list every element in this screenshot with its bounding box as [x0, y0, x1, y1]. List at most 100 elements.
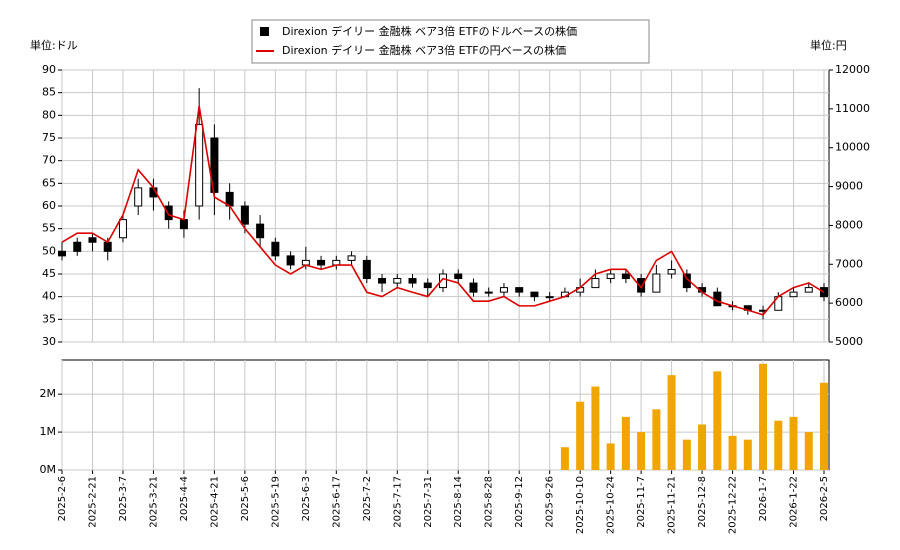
- legend-swatch-candle: [260, 27, 269, 36]
- y-tick-label: 1M: [40, 425, 57, 438]
- y-tick-label: 55: [42, 222, 56, 235]
- candle-body: [118, 219, 127, 239]
- candle-body: [484, 291, 493, 294]
- volume-bar: [804, 432, 813, 470]
- x-tick-label: 2025-3-21: [148, 476, 159, 528]
- volume-bar: [591, 386, 600, 470]
- legend-entry: Direxion デイリー 金融株 ベア3倍 ETFの円ベースの株価: [282, 43, 566, 57]
- candle-body: [271, 241, 280, 257]
- candle-body: [515, 287, 524, 293]
- y-tick-label: 80: [42, 108, 56, 121]
- candle-body: [362, 259, 371, 280]
- candle-body: [408, 278, 417, 284]
- x-tick-label: 2025-7-2: [362, 476, 373, 521]
- x-tick-label: 2025-4-4: [179, 476, 190, 521]
- y2-tick-label: 11000: [835, 102, 870, 115]
- y2-tick-label: 7000: [835, 257, 863, 270]
- y-tick-label: 30: [42, 335, 56, 348]
- y-tick-label: 90: [42, 63, 56, 76]
- x-tick-label: 2025-9-26: [545, 476, 556, 528]
- x-tick-label: 2026-1-7: [758, 476, 769, 521]
- candle-body: [621, 273, 630, 280]
- candle-body: [134, 187, 143, 207]
- candle-body: [240, 205, 249, 225]
- candle-body: [317, 259, 326, 266]
- x-tick-label: 2025-6-17: [331, 476, 342, 528]
- candle-body: [179, 219, 188, 230]
- x-tick-label: 2025-7-17: [392, 476, 403, 528]
- candle-body: [332, 259, 341, 266]
- candle-body: [439, 273, 447, 289]
- candle-body: [652, 273, 661, 293]
- candle-body: [423, 282, 432, 289]
- y-tick-label: 35: [42, 312, 56, 325]
- candle-body: [195, 123, 204, 207]
- x-tick-label: 2025-10-10: [575, 476, 586, 534]
- candle-body: [393, 278, 402, 284]
- candle-body: [606, 273, 615, 280]
- x-tick-label: 2025-5-19: [270, 476, 281, 528]
- x-tick-label: 2025-2-6: [57, 476, 68, 521]
- volume-bar: [728, 435, 737, 470]
- candle-body: [530, 291, 539, 298]
- y-tick-label: 0M: [40, 463, 57, 476]
- x-tick-label: 2025-9-12: [514, 476, 525, 528]
- candle-body: [789, 291, 798, 298]
- y-tick-label: 2M: [40, 387, 57, 400]
- y-tick-label: 75: [42, 131, 56, 144]
- x-tick-label: 2025-6-3: [301, 476, 312, 521]
- volume-bar: [576, 401, 585, 470]
- x-tick-label: 2025-10-24: [606, 476, 617, 534]
- candle-body: [469, 282, 478, 293]
- candle-body: [454, 273, 463, 280]
- y-tick-label: 45: [42, 267, 56, 280]
- x-tick-label: 2025-7-31: [423, 476, 434, 528]
- price-line-yen: [61, 106, 825, 316]
- candle-body: [637, 278, 646, 293]
- x-tick-label: 2025-3-7: [118, 476, 129, 521]
- x-tick-label: 2025-11-21: [667, 476, 678, 534]
- y-tick-label: 70: [42, 154, 56, 167]
- y-unit-label: 単位:ドル: [30, 38, 78, 52]
- legend-box: [251, 19, 650, 64]
- candle-body: [545, 296, 554, 299]
- volume-bar: [698, 424, 707, 470]
- y2-tick-label: 5000: [835, 335, 863, 348]
- x-tick-label: 2025-11-7: [636, 476, 647, 528]
- volume-bar: [759, 363, 768, 470]
- y-tick-label: 60: [42, 199, 56, 212]
- volume-bar: [743, 439, 752, 470]
- candle-body: [103, 241, 112, 252]
- volume-bar: [789, 416, 798, 470]
- volume-bar: [621, 416, 630, 470]
- volume-bar: [713, 371, 722, 470]
- y2-tick-label: 6000: [835, 296, 863, 309]
- x-tick-label: 2025-5-6: [240, 476, 251, 521]
- candle-body: [88, 237, 97, 243]
- volume-bar: [637, 432, 646, 470]
- candle-body: [164, 205, 173, 221]
- x-tick-label: 2026-2-5: [819, 476, 830, 521]
- x-tick-label: 2025-8-14: [453, 476, 464, 528]
- y-tick-label: 65: [42, 176, 56, 189]
- x-tick-label: 2025-12-22: [728, 476, 739, 534]
- x-tick-label: 2025-4-21: [209, 476, 220, 528]
- legend-entry: Direxion デイリー 金融株 ベア3倍 ETFのドルベースの株価: [282, 24, 577, 38]
- candle-body: [667, 268, 676, 275]
- x-tick-label: 2025-12-8: [697, 476, 708, 528]
- candle-body: [347, 255, 356, 261]
- volume-bar: [774, 420, 783, 470]
- candle-body: [499, 287, 508, 293]
- volume-bar: [606, 443, 615, 470]
- y2-tick-label: 10000: [835, 141, 870, 154]
- candle-body: [58, 250, 66, 257]
- y-tick-label: 85: [42, 86, 56, 99]
- candle-body: [378, 278, 387, 284]
- volume-bar: [560, 447, 569, 470]
- y-tick-label: 50: [42, 244, 56, 257]
- y2-tick-label: 12000: [835, 63, 870, 76]
- volume-bar: [652, 409, 661, 470]
- volume-bar: [820, 382, 828, 470]
- x-tick-label: 2026-1-22: [789, 476, 800, 528]
